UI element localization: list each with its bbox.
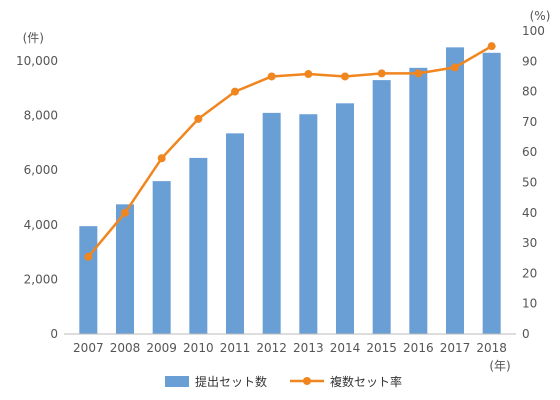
line-point <box>157 154 166 163</box>
legend-bar-swatch <box>165 376 189 387</box>
bar-series <box>79 47 501 335</box>
x-tick-label: 2007 <box>73 341 104 355</box>
right-tick-label: 70 <box>522 115 537 129</box>
bar <box>116 204 134 334</box>
left-axis-unit: (件) <box>23 31 44 45</box>
x-axis-unit: (年) <box>489 359 510 373</box>
line-point <box>487 42 496 51</box>
x-tick-label: 2008 <box>110 341 141 355</box>
bar <box>79 226 98 334</box>
line-point <box>414 69 423 78</box>
legend-line-marker <box>303 377 311 385</box>
line-point <box>84 252 93 261</box>
bar <box>336 103 354 334</box>
bar <box>446 47 464 334</box>
line-series <box>84 42 496 261</box>
right-tick-label: 0 <box>522 327 530 341</box>
bar <box>299 114 318 334</box>
right-tick-label: 10 <box>522 297 537 311</box>
line-point <box>267 72 276 81</box>
line-path <box>87 45 493 258</box>
left-tick-label: 2,000 <box>24 272 58 286</box>
x-tick-label: 2016 <box>403 341 434 355</box>
right-tick-label: 100 <box>522 24 545 38</box>
line-point <box>231 87 239 96</box>
legend-bar-label: 提出セット数 <box>195 374 267 389</box>
line-point <box>304 70 313 79</box>
line-point <box>121 208 129 217</box>
legend: 提出セット数 複数セット率 <box>165 374 402 389</box>
left-tick-label: 8,000 <box>24 109 58 123</box>
x-tick-label: 2018 <box>476 341 507 355</box>
bar <box>189 157 208 334</box>
x-tick-label: 2015 <box>366 341 397 355</box>
bar <box>409 67 428 334</box>
bar <box>262 112 281 335</box>
legend-line-label: 複数セット率 <box>330 374 402 389</box>
bar <box>372 80 391 334</box>
x-tick-label: 2017 <box>440 341 471 355</box>
x-tick-label: 2009 <box>146 341 177 355</box>
left-tick-label: 4,000 <box>24 218 58 232</box>
line-point <box>341 72 349 81</box>
right-tick-label: 60 <box>522 145 537 159</box>
x-tick-label: 2012 <box>256 341 287 355</box>
left-tick-label: 0 <box>50 327 58 341</box>
x-axis-ticks: 2007 2008 2009 2010 2011 2012 2013 2014 2015 2016… <box>73 341 507 355</box>
right-axis-unit: (%) <box>530 9 551 23</box>
bar <box>482 52 501 335</box>
bar <box>152 181 171 334</box>
left-axis-ticks: 0 2,000 4,000 6,000 8,000 10,000 <box>16 54 58 341</box>
line-point <box>451 63 459 72</box>
right-tick-label: 30 <box>522 236 537 250</box>
x-tick-label: 2014 <box>330 341 361 355</box>
left-tick-label: 10,000 <box>16 54 58 68</box>
right-tick-label: 80 <box>522 85 537 99</box>
right-tick-label: 20 <box>522 266 537 280</box>
x-tick-label: 2013 <box>293 341 324 355</box>
right-tick-label: 40 <box>522 206 537 220</box>
x-tick-label: 2010 <box>183 341 214 355</box>
left-tick-label: 6,000 <box>24 163 58 177</box>
right-axis-ticks: 0 10 20 30 40 50 60 70 80 90 100 <box>522 24 545 341</box>
line-point <box>194 114 203 123</box>
right-tick-label: 90 <box>522 54 537 68</box>
line-point <box>377 69 386 78</box>
x-tick-label: 2011 <box>220 341 251 355</box>
bar <box>226 133 244 334</box>
right-tick-label: 50 <box>522 176 537 190</box>
